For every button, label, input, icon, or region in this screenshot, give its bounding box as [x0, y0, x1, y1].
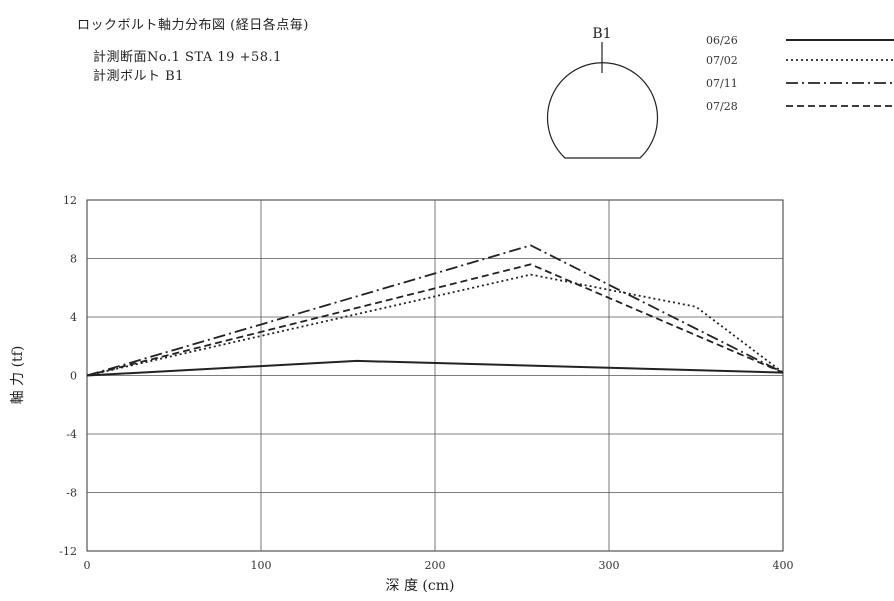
x-tick-label: 200 — [425, 559, 446, 572]
legend-item: 07/11 — [706, 77, 894, 90]
y-tick-label: -8 — [66, 487, 77, 500]
legend-label-2: 07/11 — [706, 77, 738, 90]
x-tick-label: 300 — [599, 559, 620, 572]
y-axis-label: 軸 力 (tf) — [10, 346, 26, 405]
plot-area: 0 100 200 300 400 12 8 4 0 -4 -8 -12 — [59, 194, 793, 572]
tunnel-outline — [546, 62, 659, 159]
legend-label-3: 07/28 — [706, 100, 738, 113]
legend-item: 07/28 — [706, 100, 894, 113]
grid — [87, 200, 783, 551]
x-axis-label: 深 度 (cm) — [386, 578, 455, 594]
x-tick-label: 100 — [251, 559, 272, 572]
y-tick-label: 12 — [63, 194, 77, 207]
legend-label-1: 07/02 — [706, 54, 738, 67]
y-tick-label: -4 — [66, 428, 77, 441]
section-label: 計測断面No.1 STA 19 +58.1 — [93, 50, 282, 65]
legend-item: 07/02 — [706, 54, 894, 67]
legend-label-0: 06/26 — [706, 34, 738, 47]
series-lines — [86, 244, 784, 377]
x-tick-label: 0 — [84, 559, 91, 572]
bolt-label: 計測ボルト B1 — [93, 69, 184, 84]
series-line-0 — [86, 359, 784, 377]
series-line-3 — [86, 263, 784, 377]
y-tick-labels: 12 8 4 0 -4 -8 -12 — [59, 194, 77, 558]
series-line-2 — [86, 244, 784, 377]
x-tick-labels: 0 100 200 300 400 — [84, 559, 794, 572]
y-tick-label: -12 — [59, 545, 77, 558]
chart-title: ロックボルト軸力分布図 (経日各点毎) — [77, 18, 309, 33]
tunnel-section-diagram: B1 — [546, 26, 659, 159]
legend: 06/26 07/02 07/11 07/28 — [706, 34, 894, 113]
legend-item: 06/26 — [706, 34, 894, 47]
y-tick-label: 0 — [70, 370, 77, 383]
diagram-bolt-label: B1 — [592, 26, 611, 42]
y-tick-label: 4 — [70, 311, 77, 324]
x-tick-label: 400 — [773, 559, 794, 572]
y-tick-label: 8 — [70, 253, 77, 266]
